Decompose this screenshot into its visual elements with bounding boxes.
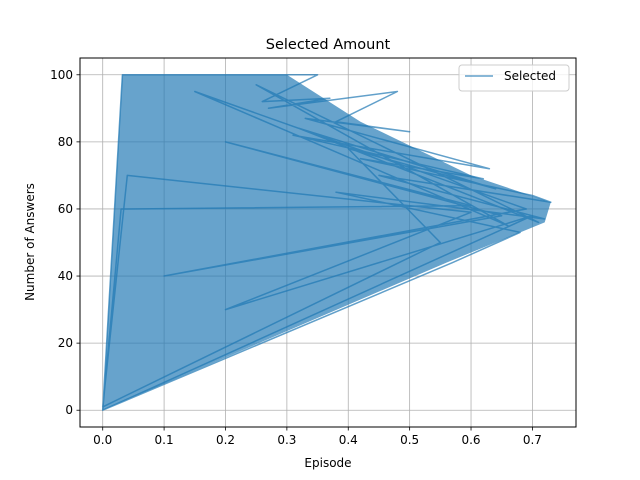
series-line <box>101 74 552 411</box>
x-tick-label: 0.7 <box>523 433 542 447</box>
x-axis-label: Episode <box>304 456 351 470</box>
ticks: 0.0 0.1 0.2 0.3 0.4 0.5 0.6 0.7 0 20 40 60 80 100 <box>50 68 542 447</box>
chart-title: Selected Amount <box>266 37 391 53</box>
legend-label: Selected <box>504 69 556 83</box>
x-tick-label: 0.4 <box>339 433 358 447</box>
x-tick-label: 0.5 <box>400 433 419 447</box>
x-tick-label: 0.2 <box>216 433 235 447</box>
series-selected <box>101 74 552 411</box>
series-density-fill <box>102 74 551 411</box>
y-tick-label: 0 <box>65 403 73 417</box>
series-layer <box>101 74 552 411</box>
x-tick-label: 0.0 <box>93 433 112 447</box>
y-tick-label: 80 <box>58 135 73 149</box>
legend-box <box>458 64 570 92</box>
y-tick-label: 20 <box>58 336 73 350</box>
x-tick-label: 0.1 <box>155 433 174 447</box>
y-tick-label: 60 <box>58 202 73 216</box>
y-tick-label: 40 <box>58 269 73 283</box>
y-tick-label: 100 <box>50 68 73 82</box>
x-tick-label: 0.3 <box>277 433 296 447</box>
plot-frame <box>79 57 577 428</box>
x-tick-label: 0.6 <box>461 433 480 447</box>
y-axis-label: Number of Answers <box>23 183 37 301</box>
legend: Selected <box>458 64 570 92</box>
